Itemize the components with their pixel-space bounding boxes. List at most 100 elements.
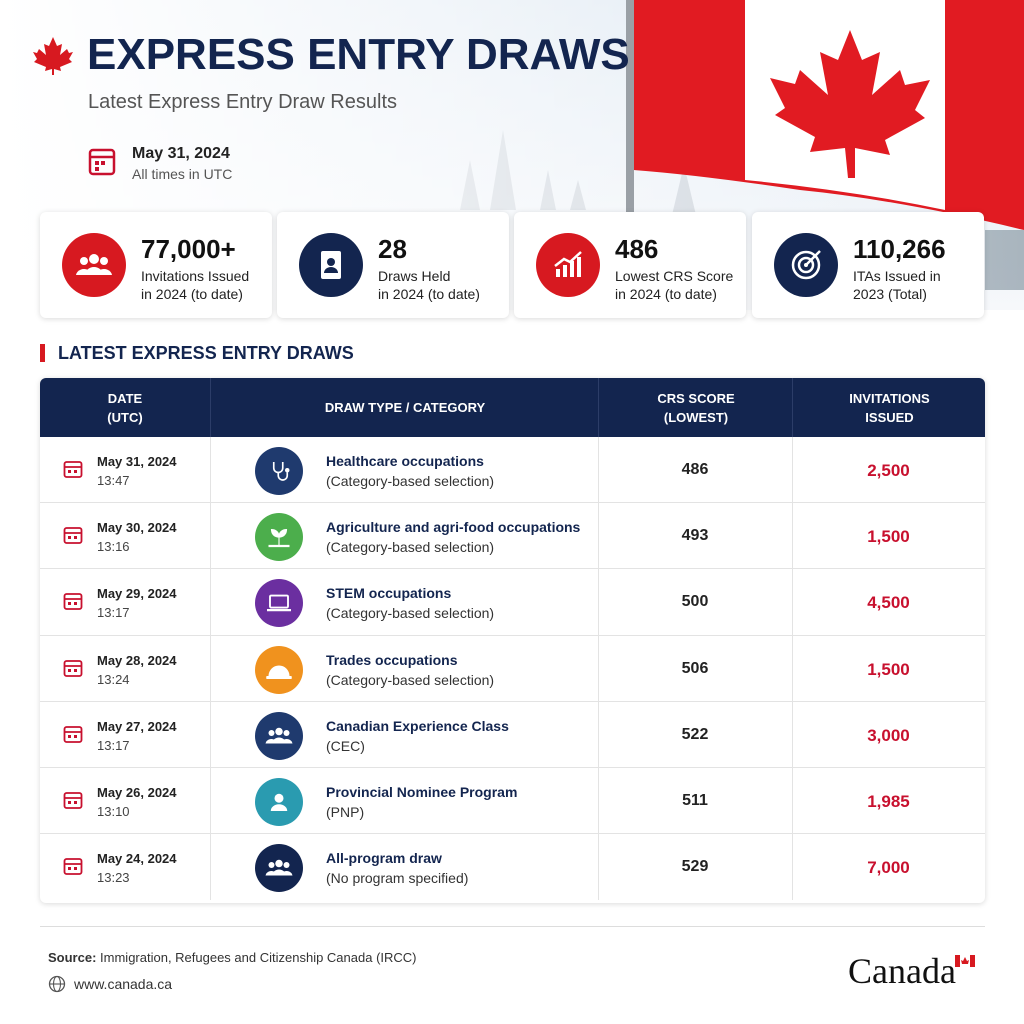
draw-type: Trades occupations bbox=[326, 651, 458, 668]
invitations: 1,985 bbox=[867, 792, 910, 811]
column-divider bbox=[210, 503, 211, 569]
column-divider bbox=[792, 635, 793, 701]
column-divider bbox=[210, 437, 211, 503]
column-divider bbox=[210, 768, 211, 834]
stat-value: 486 bbox=[615, 234, 659, 264]
stat-label: Lowest CRS Score bbox=[615, 268, 734, 284]
header-line: ISSUED bbox=[865, 409, 914, 425]
table-row: May 27, 2024 13:17 Canadian Experience Cla… bbox=[40, 701, 985, 768]
date: May 31, 2024 bbox=[132, 145, 230, 162]
stat-value: 110,266 bbox=[853, 234, 946, 264]
category-icon bbox=[255, 711, 303, 760]
website[interactable]: www.canada.ca bbox=[74, 976, 173, 992]
time-note: All times in UTC bbox=[132, 166, 233, 182]
draw-date: May 28, 2024 bbox=[97, 652, 177, 668]
draw-time: 13:10 bbox=[97, 804, 130, 819]
draw-time: 13:23 bbox=[97, 870, 130, 886]
icon-glyph bbox=[791, 250, 821, 280]
stat-label: in 2024 (to date) bbox=[141, 286, 243, 302]
crs-score: 506 bbox=[681, 659, 709, 677]
stat-card: 110,266 ITAs Issued in 2023 (Total) bbox=[752, 212, 984, 318]
column-divider bbox=[792, 503, 793, 569]
category-icon bbox=[255, 778, 303, 826]
column-divider bbox=[598, 569, 599, 635]
stat-card: 486 Lowest CRS Score in 2024 (to date) bbox=[514, 212, 746, 318]
header-line: (LOWEST) bbox=[663, 409, 729, 425]
crs-score: 493 bbox=[681, 527, 709, 545]
calendar-icon bbox=[63, 527, 83, 545]
draw-time: 13:24 bbox=[97, 671, 130, 687]
calendar-icon bbox=[63, 792, 83, 809]
subtitle: Latest Express Entry Draw Results bbox=[88, 91, 397, 113]
crs-score: 486 bbox=[681, 461, 709, 478]
column-header: INVITATIONS ISSUED bbox=[792, 378, 986, 437]
invitations: 4,500 bbox=[867, 593, 910, 613]
stat-label: in 2024 (to date) bbox=[378, 286, 480, 302]
header-line: CRS SCORE bbox=[657, 390, 735, 406]
crs-score: 529 bbox=[681, 858, 709, 876]
draw-type: STEM occupations bbox=[326, 585, 452, 602]
column-divider bbox=[210, 635, 211, 701]
draw-date: May 27, 2024 bbox=[97, 718, 177, 734]
icon-glyph bbox=[268, 529, 290, 548]
category-icon bbox=[255, 579, 303, 628]
icon-glyph bbox=[266, 665, 292, 679]
invitations: 7,000 bbox=[867, 858, 910, 878]
draw-type: Canadian Experience Class bbox=[326, 717, 509, 734]
draw-detail: (Category-based selection) bbox=[326, 671, 495, 688]
calendar-icon bbox=[63, 725, 83, 743]
stat-card: 77,000+ Invitations Issued in 2024 (to dat… bbox=[40, 212, 272, 318]
draw-date: May 24, 2024 bbox=[97, 851, 177, 867]
column-divider bbox=[598, 635, 599, 701]
draw-time: 13:17 bbox=[97, 605, 130, 621]
source-label: Source: bbox=[48, 950, 97, 965]
header-line: INVITATIONS bbox=[849, 390, 930, 406]
crs-score: 522 bbox=[681, 725, 709, 743]
draw-time: 13:17 bbox=[97, 737, 130, 753]
table-row: May 29, 2024 13:17 STEM occupations (Catego… bbox=[40, 569, 985, 636]
calendar-icon bbox=[63, 858, 83, 876]
column-divider bbox=[210, 701, 211, 767]
source-text: Immigration, Refugees and Citizenship Ca… bbox=[100, 950, 417, 965]
crs-score: 511 bbox=[682, 792, 708, 809]
calendar-icon bbox=[63, 593, 83, 611]
stat-icon bbox=[62, 233, 126, 297]
crs-score: 500 bbox=[681, 593, 709, 611]
draw-time: 13:47 bbox=[97, 473, 130, 488]
header-line: (UTC) bbox=[107, 409, 143, 425]
draw-type: Provincial Nominee Program bbox=[326, 784, 518, 800]
invitations: 2,500 bbox=[867, 461, 910, 480]
draw-detail: (Category-based selection) bbox=[326, 605, 495, 622]
section-marker bbox=[40, 344, 45, 362]
wordmark-flag bbox=[955, 955, 975, 967]
title: EXPRESS ENTRY DRAWS bbox=[87, 30, 630, 79]
stat-label: Invitations Issued bbox=[141, 268, 250, 284]
column-header: DATE (UTC) bbox=[40, 378, 210, 437]
draw-date: May 29, 2024 bbox=[97, 586, 177, 602]
column-divider bbox=[210, 834, 211, 901]
draw-date: May 31, 2024 bbox=[97, 454, 177, 469]
column-divider bbox=[598, 834, 599, 901]
invitations: 3,000 bbox=[867, 725, 910, 745]
icon-glyph bbox=[265, 727, 293, 744]
column-divider bbox=[792, 834, 793, 901]
category-icon bbox=[255, 513, 303, 562]
draw-date: May 30, 2024 bbox=[97, 520, 177, 536]
section-title: LATEST EXPRESS ENTRY DRAWS bbox=[58, 343, 354, 363]
stat-value: 28 bbox=[378, 234, 407, 264]
draw-type: Healthcare occupations bbox=[326, 453, 484, 469]
header-line: DATE bbox=[107, 390, 143, 406]
table-row: May 26, 2024 13:10 Provincial Nominee Prog… bbox=[40, 768, 985, 835]
table-row: May 31, 2024 13:47 Healthcare occupations (… bbox=[40, 437, 985, 504]
calendar-icon bbox=[63, 659, 83, 677]
draw-detail: (No program specified) bbox=[326, 870, 469, 887]
column-divider bbox=[792, 569, 793, 635]
draw-time: 13:16 bbox=[97, 539, 130, 555]
icon-glyph bbox=[76, 254, 112, 275]
draw-detail: (CEC) bbox=[326, 737, 365, 754]
column-divider bbox=[598, 768, 599, 834]
category-icon bbox=[255, 645, 303, 694]
stat-icon bbox=[774, 233, 838, 297]
column-divider bbox=[598, 701, 599, 767]
draw-detail: (Category-based selection) bbox=[326, 473, 495, 489]
